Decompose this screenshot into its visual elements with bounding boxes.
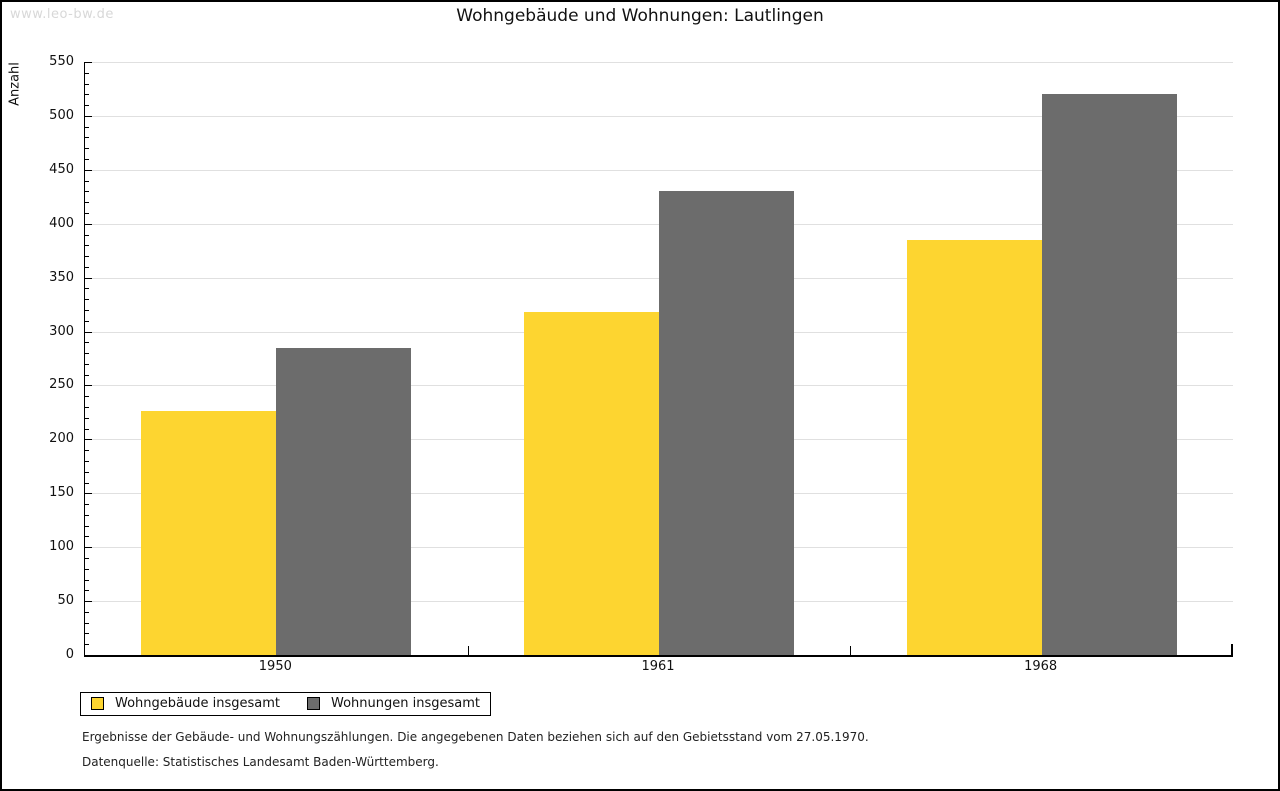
y-tick-label-550: 550: [49, 54, 74, 69]
y-minor-tick: [85, 137, 89, 139]
y-minor-tick: [85, 159, 89, 161]
y-minor-tick: [85, 504, 89, 506]
legend-label: Wohnungen insgesamt: [331, 696, 480, 711]
y-minor-tick: [85, 622, 89, 624]
y-minor-tick: [85, 590, 89, 592]
y-minor-tick: [85, 482, 89, 484]
y-minor-tick: [85, 396, 89, 398]
x-boundary-tick: [850, 646, 851, 655]
y-tick-label-100: 100: [49, 539, 74, 555]
y-major-tick-550: [85, 62, 92, 63]
y-minor-tick: [85, 72, 89, 74]
y-minor-tick: [85, 557, 89, 559]
plot-area: [84, 62, 1233, 657]
y-tick-label-200: 200: [49, 431, 74, 447]
y-tick-label-500: 500: [49, 107, 74, 123]
y-tick-label-0: 0: [65, 647, 74, 662]
legend-swatch-wohnungen: [307, 697, 320, 710]
y-tick-label-450: 450: [49, 161, 74, 177]
y-minor-tick: [85, 320, 89, 322]
bar-wohngebaeude-1968: [907, 240, 1042, 655]
bar-wohnungen-1950: [276, 348, 411, 655]
x-tick-label-1968: 1968: [1024, 659, 1058, 674]
x-tick-label-1950: 1950: [258, 659, 292, 674]
y-minor-tick: [85, 460, 89, 462]
gridline-550: [85, 62, 1233, 63]
y-minor-tick: [85, 212, 89, 214]
y-minor-tick: [85, 514, 89, 516]
y-minor-tick: [85, 644, 89, 646]
y-minor-tick: [85, 471, 89, 473]
y-major-tick-450: [85, 169, 92, 171]
y-tick-label-400: 400: [49, 215, 74, 231]
legend-label: Wohngebäude insgesamt: [115, 696, 280, 711]
y-minor-tick: [85, 633, 89, 635]
y-minor-tick: [85, 148, 89, 150]
bar-wohnungen-1968: [1042, 94, 1177, 655]
y-tick-label-300: 300: [49, 323, 74, 339]
footnote-data-source: Datenquelle: Statistisches Landesamt Bad…: [82, 755, 439, 769]
chart-title: Wohngebäude und Wohnungen: Lautlingen: [456, 6, 824, 26]
y-minor-tick: [85, 180, 89, 182]
y-minor-tick: [85, 525, 89, 527]
y-major-tick-200: [85, 439, 92, 441]
y-major-tick-150: [85, 493, 92, 495]
legend-entry-wohnungen: Wohnungen insgesamt: [307, 696, 480, 711]
y-minor-tick: [85, 568, 89, 570]
legend: Wohngebäude insgesamt Wohnungen insgesamt: [80, 692, 491, 716]
y-axis-tick-labels: 0 50 100 150 200 250 300 350 400 450 500 550: [2, 55, 74, 662]
y-tick-label-250: 250: [49, 377, 74, 393]
y-tick-label-150: 150: [49, 485, 74, 501]
y-major-tick-300: [85, 331, 92, 333]
legend-entry-wohngebaeude: Wohngebäude insgesamt: [91, 696, 280, 711]
y-minor-tick: [85, 536, 89, 538]
bar-wohnungen-1961: [659, 191, 794, 655]
y-minor-tick: [85, 579, 89, 581]
gridline-450: [85, 169, 1233, 171]
y-minor-tick: [85, 245, 89, 247]
y-minor-tick: [85, 611, 89, 613]
y-minor-tick: [85, 83, 89, 85]
y-minor-tick: [85, 417, 89, 419]
y-minor-tick: [85, 450, 89, 452]
y-minor-tick: [85, 94, 89, 96]
legend-swatch-wohngebaeude: [91, 697, 104, 710]
y-minor-tick: [85, 342, 89, 344]
gridline-500: [85, 115, 1233, 117]
y-minor-tick: [85, 428, 89, 430]
footnote-source-note: Ergebnisse der Gebäude- und Wohnungszähl…: [82, 730, 869, 744]
bar-wohngebaeude-1950: [141, 411, 276, 655]
x-boundary-tick: [468, 646, 469, 655]
y-minor-tick: [85, 363, 89, 365]
y-major-tick-400: [85, 223, 92, 225]
bar-wohngebaeude-1961: [524, 312, 659, 655]
y-minor-tick: [85, 266, 89, 268]
y-minor-tick: [85, 105, 89, 107]
y-minor-tick: [85, 407, 89, 409]
y-minor-tick: [85, 256, 89, 258]
x-axis-end-tick: [1231, 644, 1233, 655]
y-minor-tick: [85, 309, 89, 311]
y-major-tick-250: [85, 385, 92, 387]
y-minor-tick: [85, 353, 89, 355]
y-major-tick-100: [85, 547, 92, 549]
x-tick-label-1961: 1961: [641, 659, 675, 674]
y-minor-tick: [85, 234, 89, 236]
y-tick-label-50: 50: [57, 593, 74, 609]
y-tick-label-350: 350: [49, 269, 74, 285]
x-axis-tick-labels: 1950 1961 1968: [84, 659, 1232, 677]
y-minor-tick: [85, 299, 89, 301]
y-minor-tick: [85, 191, 89, 193]
watermark: www.leo-bw.de: [10, 7, 114, 22]
y-major-tick-50: [85, 601, 92, 603]
y-major-tick-350: [85, 277, 92, 279]
y-minor-tick: [85, 202, 89, 204]
y-minor-tick: [85, 126, 89, 128]
y-major-tick-500: [85, 115, 92, 117]
y-minor-tick: [85, 288, 89, 290]
y-minor-tick: [85, 374, 89, 376]
